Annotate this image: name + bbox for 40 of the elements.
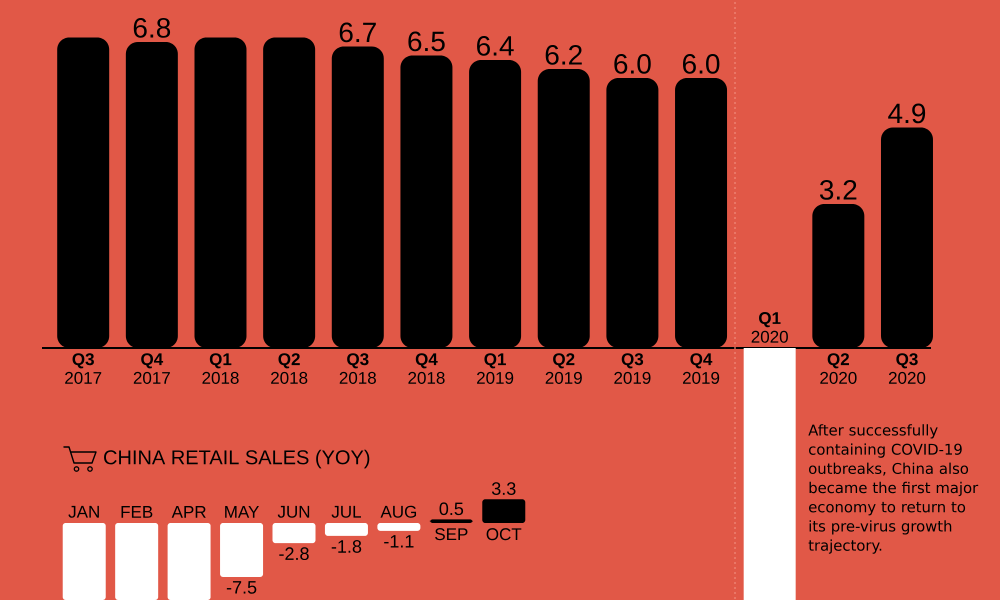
x-tick-label: Q1 2019 <box>477 353 514 384</box>
x-tick-label: Q3 2018 <box>340 353 376 384</box>
x-tick-label: Q4 2018 <box>408 353 445 384</box>
data-label: 6.0 <box>614 54 651 74</box>
data-label: 3.2 <box>820 180 856 200</box>
x-tick-label: JUN <box>278 506 310 518</box>
data-label: 6.2 <box>546 44 582 65</box>
x-tick-label: SEP <box>435 528 468 540</box>
data-label: 0.5 <box>440 502 464 516</box>
data-label: 3.3 <box>492 482 516 495</box>
data-label: 6.4 <box>477 36 514 56</box>
data-label: -2.8 <box>279 547 309 560</box>
x-tick-label: AUG <box>380 506 416 518</box>
x-tick-label: Q4 2017 <box>134 353 170 384</box>
x-tick-label: MAY <box>225 506 259 518</box>
x-tick-label: Q2 2018 <box>271 353 308 384</box>
x-tick-label: JAN <box>68 506 99 518</box>
x-tick-label: Q4 2019 <box>682 353 720 384</box>
x-tick-label: Q2 2019 <box>546 353 582 384</box>
x-tick-label: Q3 2017 <box>65 353 102 384</box>
x-tick-label: Q2 2020 <box>820 353 857 384</box>
x-tick-label: Q1 2020 <box>752 312 788 343</box>
data-label: 6.8 <box>134 18 170 38</box>
x-tick-label: OCT <box>486 528 522 540</box>
bar <box>744 348 796 600</box>
x-tick-label: FEB <box>122 506 152 518</box>
data-label: 6.0 <box>683 54 720 74</box>
x-tick-label: APR <box>172 506 206 518</box>
chart-title: CHINA RETAIL SALES (YOY) <box>104 450 370 468</box>
data-label: -1.1 <box>384 535 414 548</box>
annotation: After successfully containing COVID-19 outbreaks, China also became the first major economy to return to its pre-virus growth trajectory. <box>808 424 978 554</box>
data-label: -1.8 <box>332 540 362 553</box>
data-label: -7.5 <box>226 581 256 594</box>
x-tick-label: Q3 2020 <box>888 353 926 384</box>
x-tick-label: Q1 2018 <box>202 353 239 384</box>
data-label: 6.7 <box>340 22 376 42</box>
data-label: 6.5 <box>408 31 445 52</box>
data-label: 4.9 <box>888 103 926 124</box>
x-tick-label: JUL <box>332 506 361 518</box>
x-tick-label: Q3 2019 <box>614 353 650 384</box>
